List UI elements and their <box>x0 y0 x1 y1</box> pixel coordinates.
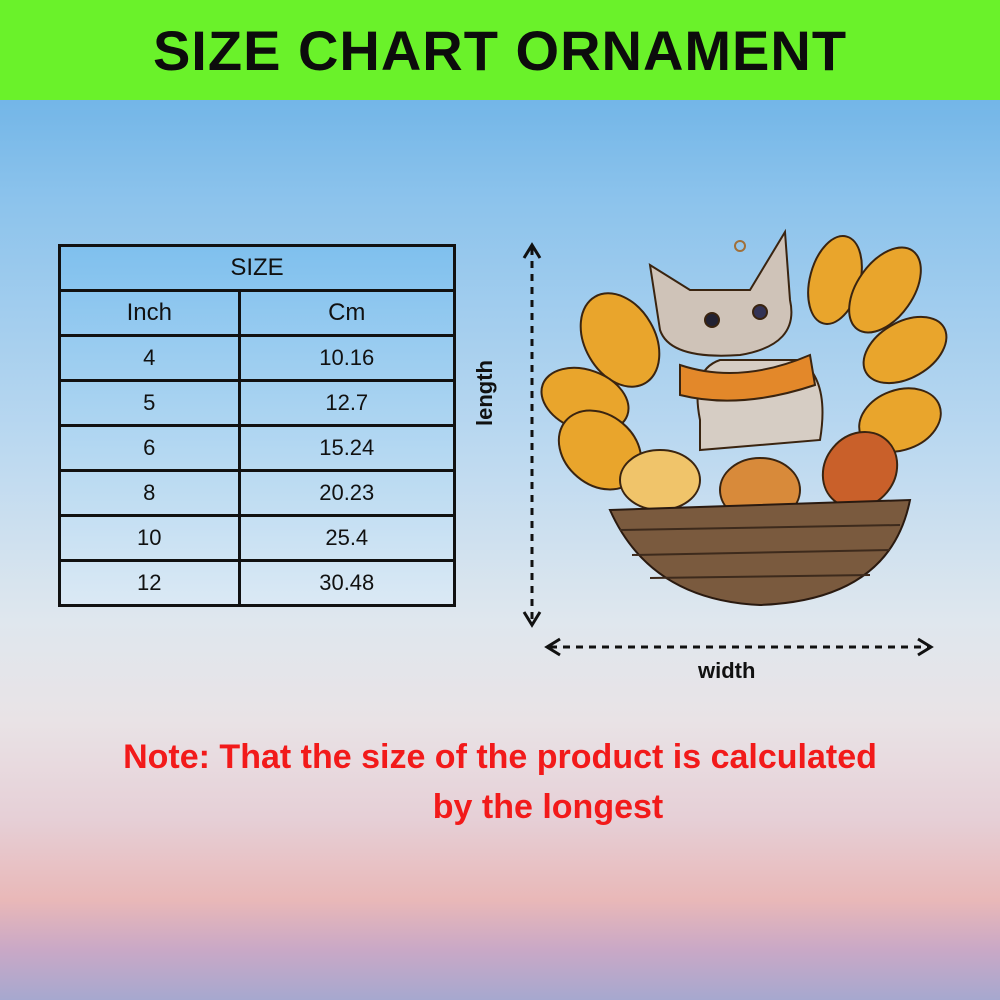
table-row: 5 12.7 <box>58 379 457 427</box>
table-row: 10 25.4 <box>58 514 457 562</box>
length-label: length <box>472 360 497 426</box>
cm-cell: 25.4 <box>237 514 457 562</box>
inch-cell: 6 <box>58 424 241 472</box>
inch-cell: 12 <box>58 559 241 607</box>
table-header: SIZE <box>58 244 456 292</box>
width-arrow <box>544 637 934 657</box>
cm-cell: 30.48 <box>237 559 457 607</box>
cm-cell: 15.24 <box>237 424 457 472</box>
cm-cell: 12.7 <box>237 379 457 427</box>
inch-cell: 8 <box>58 469 241 517</box>
inch-cell: 10 <box>58 514 241 562</box>
ornament-image <box>540 228 948 607</box>
inch-cell: 4 <box>58 334 241 382</box>
page-title: SIZE CHART ORNAMENT <box>152 18 848 82</box>
width-label: width <box>698 658 756 683</box>
column-header-cm: Cm <box>237 289 457 337</box>
table-row: 8 20.23 <box>58 469 457 517</box>
cm-cell: 10.16 <box>237 334 457 382</box>
cm-cell: 20.23 <box>237 469 457 517</box>
column-header-inch: Inch <box>58 289 241 337</box>
note-line-1: Note: That the size of the product is ca… <box>123 738 877 776</box>
table-row: 6 15.24 <box>58 424 457 472</box>
table-row: 4 10.16 <box>58 334 457 382</box>
inch-cell: 5 <box>58 379 241 427</box>
title-banner: SIZE CHART ORNAMENT <box>0 0 1000 100</box>
note-line-2: by the longest <box>432 788 664 826</box>
size-table: SIZE Inch Cm 4 10.16 5 12.7 6 15.24 8 20.23 … <box>58 244 457 607</box>
table-row: 12 30.48 <box>58 559 457 607</box>
length-arrow <box>522 242 542 628</box>
